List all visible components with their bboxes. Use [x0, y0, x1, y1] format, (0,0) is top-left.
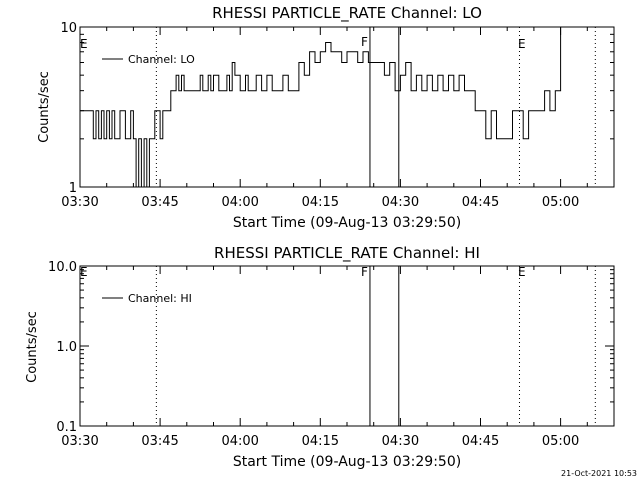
panel-hi-y-axis-label: Counts/sec — [25, 311, 40, 383]
footer-timestamp: 21-Oct-2021 10:53 — [561, 469, 637, 478]
panel-hi-x-tick-label: 03:45 — [141, 434, 178, 449]
panel-hi-timestamp-marker-e1: E — [80, 265, 88, 279]
panel-lo-x-tick-label: 03:45 — [141, 195, 178, 210]
panel-lo-timestamp-marker-e2: E — [518, 37, 526, 51]
panel-lo-x-tick-label: 04:00 — [221, 195, 258, 210]
panel-lo: RHESSI PARTICLE_RATE Channel: LO Start T… — [37, 4, 615, 231]
panel-hi-y-tick-label: 0.1 — [56, 420, 77, 435]
panel-hi-timestamp-marker-e2: E — [518, 265, 526, 279]
panel-hi-title: RHESSI PARTICLE_RATE Channel: HI — [214, 244, 480, 263]
panel-hi-timestamp-marker-f: F — [361, 265, 368, 279]
panel-hi-y-tick-label: 10.0 — [48, 260, 77, 275]
panel-lo-timestamp-marker-e1: E — [80, 37, 88, 51]
panel-lo-x-axis-label: Start Time (09-Aug-13 03:29:50) — [233, 215, 461, 231]
panel-hi-x-tick-label: 03:30 — [61, 434, 98, 449]
panel-lo-legend-label: Channel: LO — [128, 53, 195, 66]
panel-hi-y-tick-label: 1.0 — [56, 340, 77, 355]
panel-lo-y-axis-label: Counts/sec — [37, 71, 52, 143]
panel-lo-x-tick-label: 04:15 — [302, 195, 339, 210]
panel-lo-x-tick-label: 04:45 — [462, 195, 499, 210]
panel-hi-x-tick-label: 04:45 — [462, 434, 499, 449]
panel-hi-x-tick-label: 04:00 — [221, 434, 258, 449]
panel-lo-x-tick-label: 04:30 — [382, 195, 419, 210]
panel-lo-x-tick-label: 03:30 — [61, 195, 98, 210]
panel-lo-title: RHESSI PARTICLE_RATE Channel: LO — [212, 4, 482, 23]
panel-hi-x-tick-label: 04:30 — [382, 434, 419, 449]
panel-lo-y-tick-label: 10 — [60, 21, 77, 36]
panel-lo-series-line-0 — [80, 26, 564, 188]
panel-lo-y-tick-label: 1 — [69, 181, 77, 196]
panel-hi: RHESSI PARTICLE_RATE Channel: HI Start T… — [25, 244, 615, 470]
panel-hi-x-axis-label: Start Time (09-Aug-13 03:29:50) — [233, 454, 461, 470]
panel-hi-x-tick-label: 04:15 — [302, 434, 339, 449]
panel-hi-legend-label: Channel: HI — [128, 292, 192, 305]
panel-hi-x-tick-label: 05:00 — [542, 434, 579, 449]
panel-lo-timestamp-marker-f: F — [361, 35, 368, 49]
panel-lo-x-tick-label: 05:00 — [542, 195, 579, 210]
